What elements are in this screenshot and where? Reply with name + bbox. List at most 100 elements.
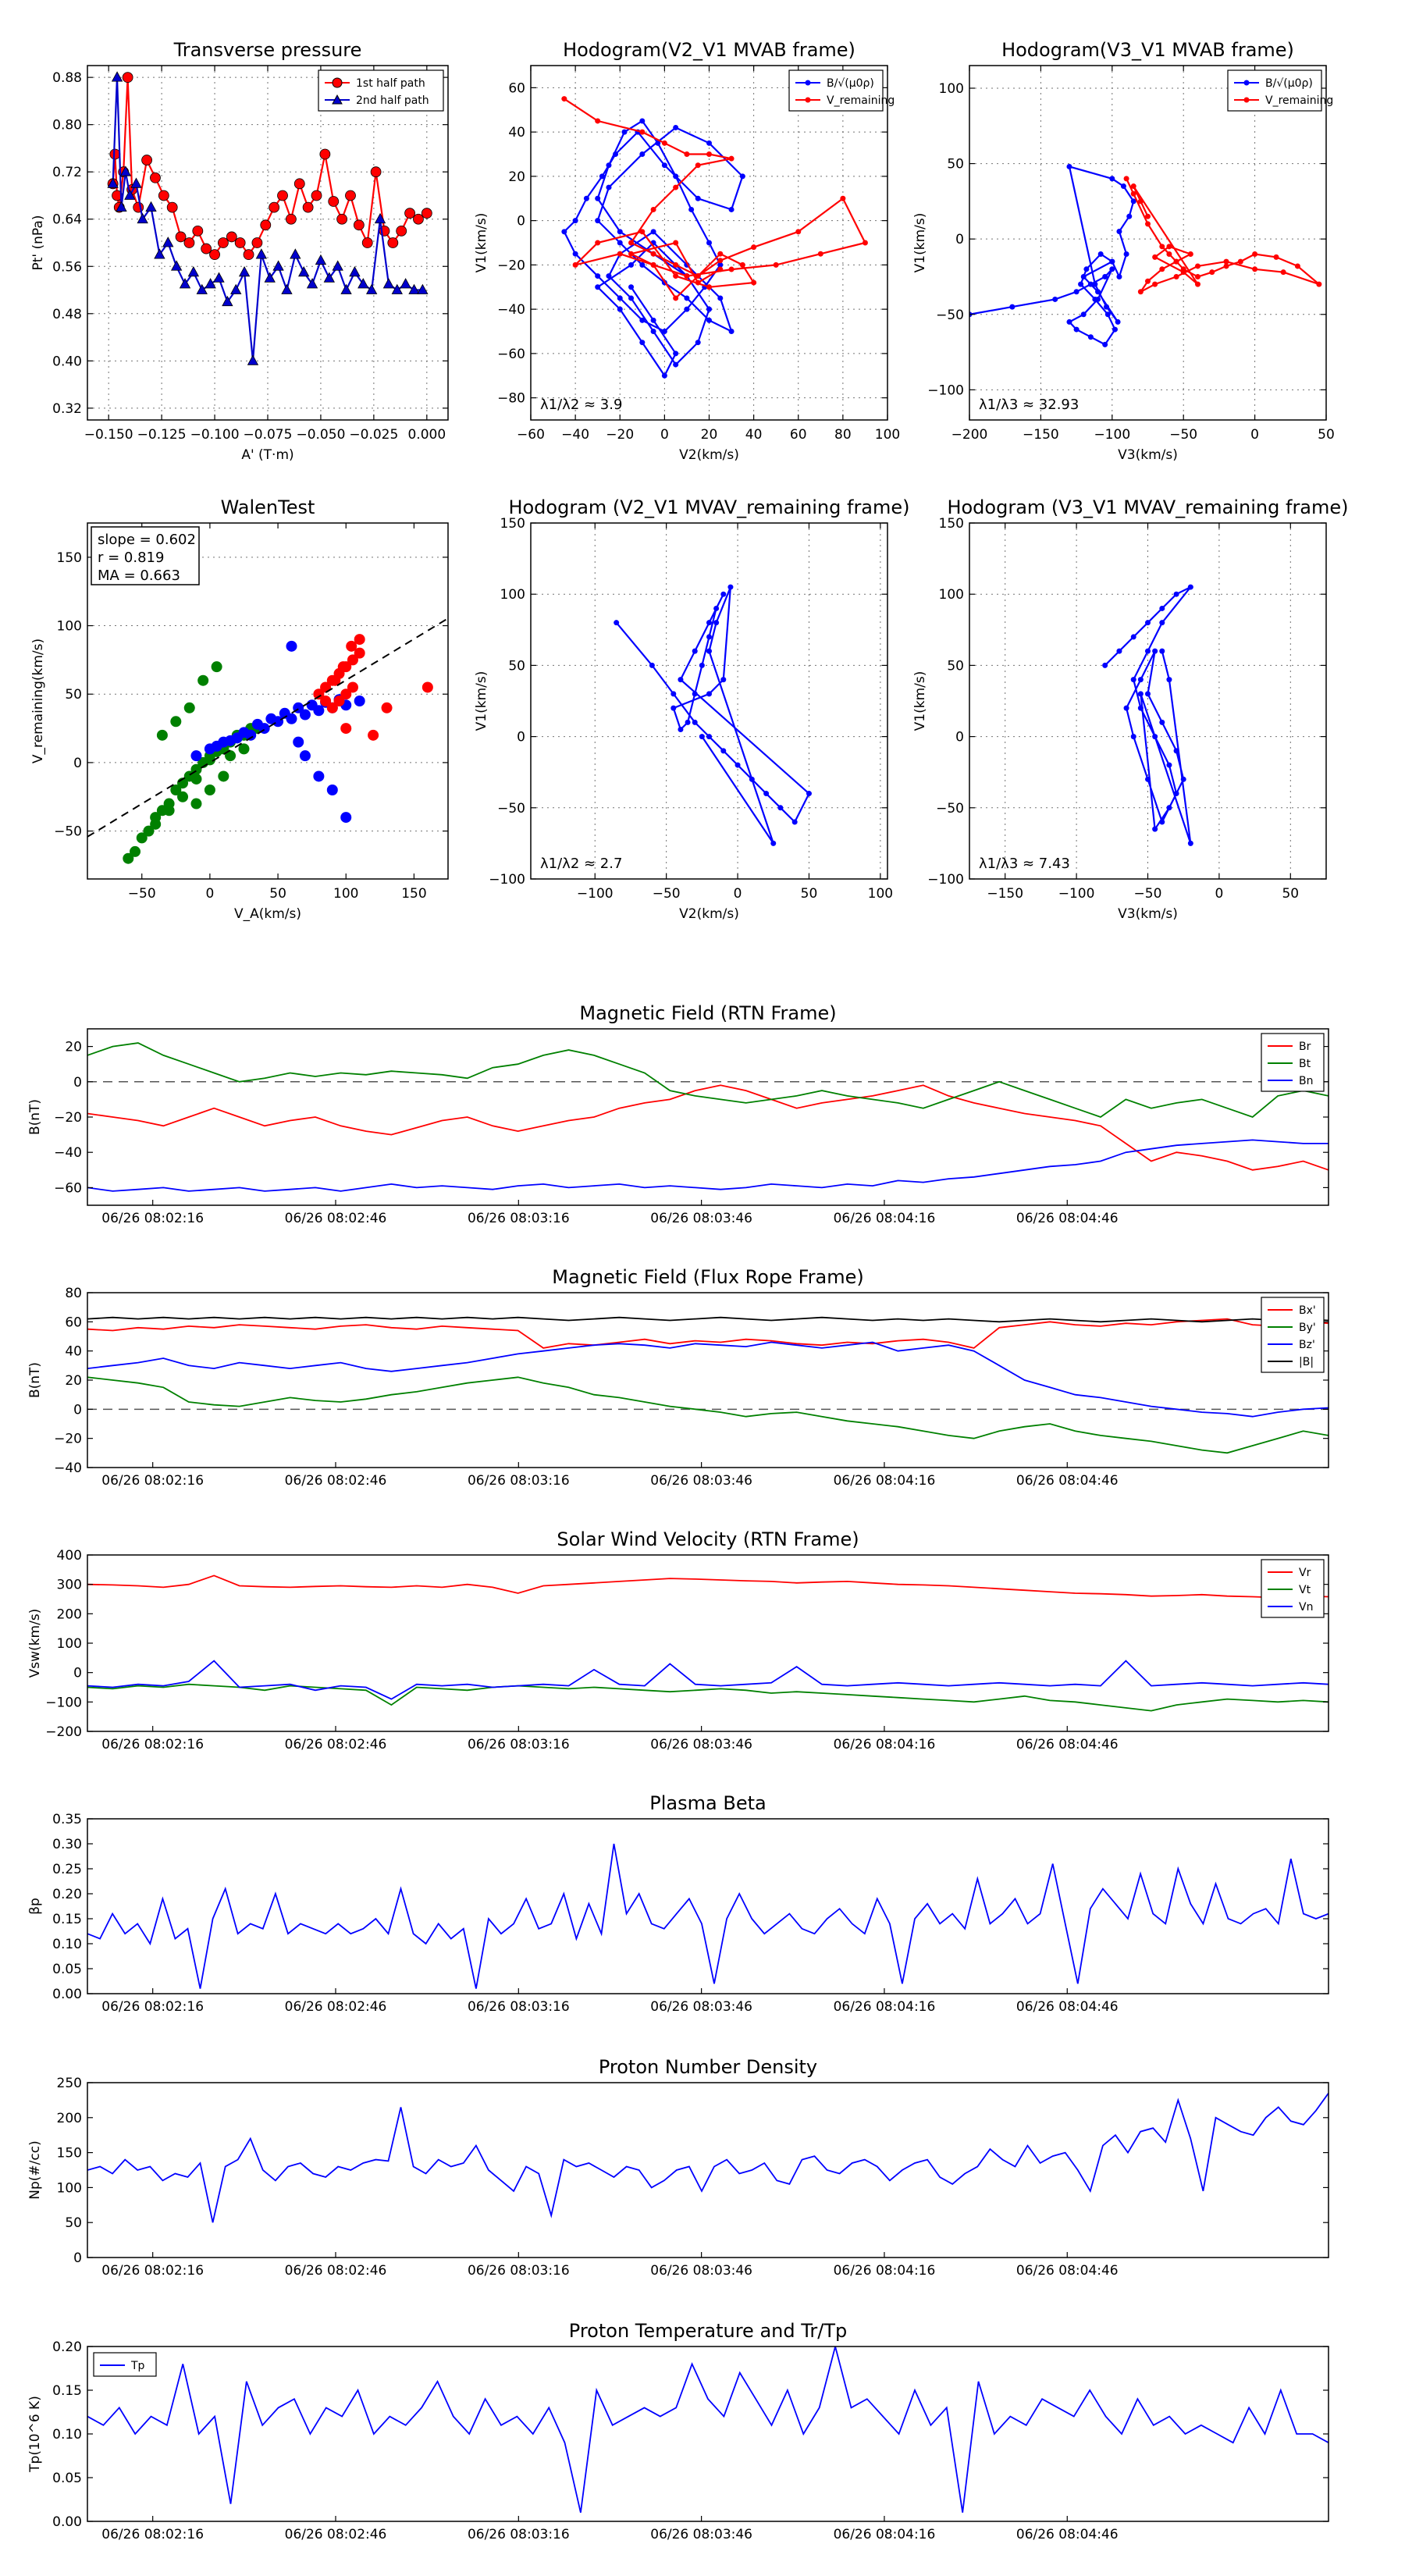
data-point [684, 295, 690, 301]
data-point [130, 177, 142, 188]
x-axis-label: V_A(km/s) [234, 906, 301, 922]
y-tick-label: 50 [947, 157, 964, 173]
series-Br [87, 1084, 1329, 1171]
plot-area [123, 634, 433, 864]
plot-area [561, 96, 868, 379]
data-point [706, 691, 712, 697]
series-Bt [87, 1042, 1329, 1119]
data-point [192, 225, 204, 237]
data-point [137, 212, 148, 224]
data-point [749, 776, 755, 782]
data-point [1159, 620, 1165, 626]
data-point [639, 229, 646, 235]
data-point [713, 605, 720, 611]
data-point [1194, 281, 1200, 287]
x-ticks: 06/26 08:02:16 06/26 08:02:46 06/26 08:03:… [101, 2516, 1119, 2542]
data-point [251, 718, 263, 730]
y-tick-label: 0 [73, 756, 82, 771]
chart-title: Proton Temperature and Tr/Tp [569, 2320, 847, 2342]
data-point [617, 295, 623, 301]
data-point [1187, 251, 1193, 257]
data-point [699, 734, 705, 740]
data-point [1116, 229, 1122, 235]
x-tick-label: 06/26 08:02:16 [101, 1211, 204, 1226]
y-axis-label: V1(km/s) [912, 213, 928, 273]
data-point [595, 273, 601, 279]
x-axis-label: A' (T·m) [241, 447, 293, 463]
series-line [87, 1139, 1329, 1192]
x-tick-label: −100 [1058, 886, 1095, 902]
data-point [156, 729, 168, 741]
y-axis-label: B(nT) [27, 1099, 43, 1135]
y-tick-label: −50 [936, 308, 964, 323]
series-|B| [87, 1316, 1329, 1323]
data-point [1173, 273, 1179, 279]
y-tick-label: 0 [517, 730, 525, 745]
data-point [311, 190, 322, 201]
x-axis-label: V3(km/s) [1118, 447, 1178, 463]
data-point [1252, 266, 1258, 272]
data-point [332, 260, 343, 271]
y-ticks: 0.00 0.05 0.10 0.15 0.20 [52, 2339, 1329, 2530]
data-point [806, 791, 812, 797]
data-point [1145, 648, 1151, 654]
y-tick-label: 0 [517, 214, 525, 229]
x-tick-label: 06/26 08:03:16 [468, 2527, 570, 2542]
legend-label: Br [1299, 1041, 1311, 1053]
legend-label: Bt [1299, 1058, 1311, 1070]
legend-label: Bn [1299, 1075, 1313, 1087]
data-point [650, 262, 656, 268]
data-point [190, 773, 202, 785]
data-point [720, 748, 727, 754]
data-point [1078, 281, 1084, 287]
data-point [673, 184, 679, 190]
data-point [599, 173, 605, 180]
legend: Tp [93, 2352, 157, 2377]
x-axis-label: V2(km/s) [679, 906, 739, 922]
series-V [614, 584, 812, 846]
data-point [1137, 289, 1144, 295]
data-point [319, 148, 331, 160]
data-point [298, 265, 310, 277]
data-point [163, 805, 175, 817]
y-tick-label: 400 [57, 1548, 82, 1564]
y-tick-label: 0.05 [52, 1962, 82, 1977]
x-tick-label: −0.100 [190, 427, 240, 443]
y-tick-label: 0.10 [52, 2427, 82, 2443]
data-point [728, 155, 735, 162]
series-Vr [87, 1574, 1329, 1599]
y-ticks: 0.00 0.05 0.10 0.15 0.20 0.25 0.30 0.35 [52, 1812, 1329, 2002]
data-point [336, 213, 348, 225]
legend: Bx' By' Bz' |B| [1261, 1297, 1325, 1373]
series-V [1102, 584, 1193, 846]
data-point [695, 195, 701, 201]
data-point [349, 265, 361, 277]
data-point [717, 262, 724, 268]
data-point [727, 584, 734, 590]
data-point [728, 206, 735, 212]
y-tick-label: 20 [65, 1040, 82, 1055]
data-point [1137, 198, 1144, 205]
data-point [396, 225, 407, 237]
x-tick-label: −60 [517, 427, 545, 443]
data-point [306, 278, 318, 289]
data-point [354, 696, 365, 706]
y-tick-label: 0.20 [52, 1887, 82, 1902]
x-tick-label: 06/26 08:03:46 [650, 1737, 752, 1752]
y-axis-label: Pt' (nPa) [30, 215, 46, 271]
x-tick-label: 06/26 08:03:46 [650, 1999, 752, 2015]
x-tick-label: 06/26 08:03:16 [468, 1473, 570, 1489]
y-tick-label: 50 [65, 2215, 82, 2231]
y-ticks: −40 −20 0 20 40 60 80 [54, 1286, 1329, 1476]
legend-label: By' [1299, 1322, 1316, 1334]
fit-line [87, 617, 448, 838]
x-tick-label: 06/26 08:04:46 [1016, 2527, 1119, 2542]
data-point [1280, 269, 1286, 276]
data-point [639, 340, 646, 346]
data-point [661, 162, 667, 169]
data-point [179, 278, 191, 289]
x-tick-label: −0.125 [137, 427, 187, 443]
data-point [320, 696, 332, 706]
data-point [706, 306, 712, 312]
x-tick-label: 06/26 08:04:16 [834, 1473, 936, 1489]
